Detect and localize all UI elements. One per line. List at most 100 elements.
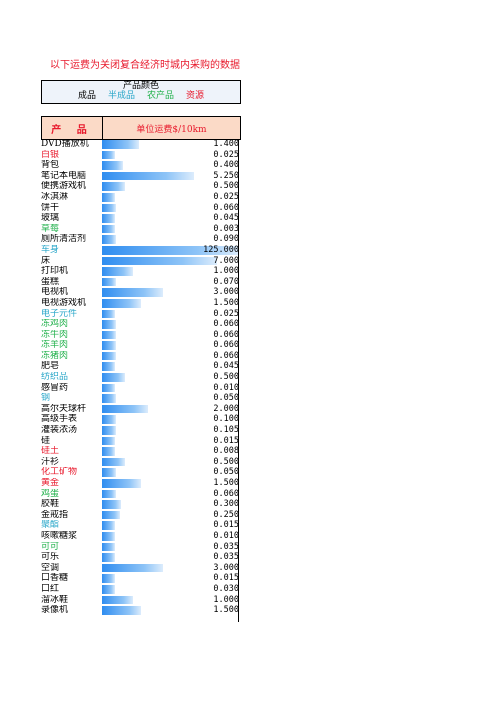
cost-data-bar bbox=[102, 563, 163, 573]
unit-cost-value: 0.060 bbox=[213, 329, 239, 340]
cost-data-bar bbox=[102, 415, 116, 425]
unit-cost-value: 0.035 bbox=[213, 541, 239, 552]
unit-cost-value: 0.400 bbox=[213, 160, 239, 171]
product-name: 录像机 bbox=[41, 605, 69, 616]
cost-data-bar bbox=[102, 320, 116, 329]
legend-header: 产品颜色 bbox=[122, 81, 159, 91]
table-row: DVD播放机 1.400 bbox=[41, 139, 239, 150]
cost-data-bar bbox=[102, 362, 116, 372]
cost-data-bar bbox=[102, 182, 125, 191]
table-row: 鸡蛋 0.060 bbox=[41, 489, 239, 500]
table-row: 电视游戏机 1.500 bbox=[41, 298, 239, 309]
product-name: 冰淇淋 bbox=[41, 191, 69, 202]
unit-cost-value: 0.300 bbox=[213, 499, 239, 510]
unit-cost-value: 0.070 bbox=[213, 276, 239, 287]
cost-data-bar bbox=[102, 330, 116, 340]
cost-data-bar bbox=[102, 426, 117, 435]
product-name: 口红 bbox=[41, 583, 60, 594]
cost-data-bar bbox=[102, 574, 116, 583]
product-name: 车身 bbox=[41, 244, 60, 255]
unit-cost-value: 0.050 bbox=[213, 393, 239, 404]
cost-data-bar bbox=[102, 373, 125, 382]
table-row: 电视机 3.000 bbox=[41, 287, 239, 298]
unit-cost-value: 0.015 bbox=[213, 520, 239, 531]
unit-cost-value: 0.050 bbox=[213, 467, 239, 478]
unit-cost-value: 3.000 bbox=[213, 287, 239, 298]
cost-data-bar bbox=[102, 161, 123, 170]
unit-cost-value: 0.015 bbox=[213, 435, 239, 446]
table-row: 肥皂 0.045 bbox=[41, 361, 239, 372]
product-name: 黄金 bbox=[41, 478, 60, 488]
table-row: 硅土 0.008 bbox=[41, 446, 239, 457]
table-row: 冻羊肉 0.060 bbox=[41, 340, 239, 351]
unit-cost-value: 3.000 bbox=[213, 562, 239, 573]
product-name: 化工矿物 bbox=[41, 467, 78, 478]
product-name: 胶鞋 bbox=[41, 499, 60, 510]
product-name: 聚酯 bbox=[41, 520, 60, 531]
cost-data-bar bbox=[102, 192, 116, 202]
table-row: 草莓 0.003 bbox=[41, 224, 239, 235]
product-name: 背包 bbox=[41, 160, 60, 171]
product-name: 床 bbox=[41, 255, 51, 266]
cost-data-bar bbox=[102, 542, 116, 552]
unit-cost-value: 0.500 bbox=[213, 456, 239, 467]
table-row: 口红 0.030 bbox=[41, 584, 239, 595]
unit-cost-value: 0.025 bbox=[213, 149, 239, 160]
table-row: 感冒药 0.010 bbox=[41, 383, 239, 394]
cost-data-bar bbox=[102, 150, 116, 160]
table-row: 背包 0.400 bbox=[41, 160, 239, 171]
header-unit-cost: 单位运费$/10km bbox=[136, 124, 207, 135]
product-name: DVD播放机 bbox=[41, 139, 89, 149]
product-name: 打印机 bbox=[41, 266, 69, 277]
product-name: 空调 bbox=[41, 562, 60, 573]
table-row: 金戒指 0.250 bbox=[41, 510, 239, 521]
cost-data-bar bbox=[102, 235, 116, 244]
product-name: 冻牛肉 bbox=[41, 329, 69, 340]
product-name: 灌装浓汤 bbox=[41, 425, 78, 436]
cost-data-bar bbox=[102, 553, 116, 562]
unit-cost-value: 0.045 bbox=[213, 361, 239, 372]
table-row: 化工矿物 0.050 bbox=[41, 467, 239, 478]
product-name: 玻璃 bbox=[41, 213, 60, 224]
table-row: 可可 0.035 bbox=[41, 542, 239, 553]
product-name: 便携游戏机 bbox=[41, 181, 87, 192]
unit-cost-value: 1.000 bbox=[213, 594, 239, 605]
header-product: 产 品 bbox=[42, 117, 103, 139]
cost-data-bar bbox=[102, 457, 125, 467]
product-name: 白银 bbox=[41, 149, 60, 160]
cost-data-bar bbox=[102, 245, 239, 255]
cost-data-bar bbox=[102, 351, 116, 361]
table-right-border bbox=[238, 139, 239, 622]
product-name: 溜冰鞋 bbox=[41, 594, 69, 605]
table-row: 厕所清洁剂 0.090 bbox=[41, 234, 239, 245]
unit-cost-value: 0.008 bbox=[213, 446, 239, 457]
product-name: 笔记本电脑 bbox=[41, 170, 87, 181]
table-row: 打印机 1.000 bbox=[41, 266, 239, 277]
table-row: 咳嗽糖浆 0.010 bbox=[41, 531, 239, 542]
unit-cost-value: 0.060 bbox=[213, 202, 239, 213]
cost-data-bar bbox=[102, 500, 121, 509]
unit-cost-value: 0.250 bbox=[213, 509, 239, 520]
unit-cost-value: 0.035 bbox=[213, 552, 239, 563]
table-row: 硅 0.015 bbox=[41, 436, 239, 447]
table-row: 汗衫 0.500 bbox=[41, 457, 239, 468]
cost-data-bar bbox=[102, 595, 133, 605]
table-row: 便携游戏机 0.500 bbox=[41, 181, 239, 192]
table-header: 产 品 单位运费$/10km bbox=[41, 116, 241, 140]
table-row: 笔记本电脑 5.250 bbox=[41, 171, 239, 182]
table-row: 录像机 1.500 bbox=[41, 605, 239, 616]
product-name: 厕所清洁剂 bbox=[41, 234, 87, 245]
unit-cost-value: 1.500 bbox=[213, 297, 239, 308]
unit-cost-value: 0.090 bbox=[213, 234, 239, 245]
cost-data-bar bbox=[102, 584, 116, 594]
product-name: 电视游戏机 bbox=[41, 297, 87, 308]
unit-cost-value: 1.400 bbox=[213, 139, 239, 149]
table-row: 车身 125.000 bbox=[41, 245, 239, 256]
product-name: 冻猪肉 bbox=[41, 350, 69, 361]
unit-cost-value: 0.003 bbox=[213, 223, 239, 234]
unit-cost-value: 0.015 bbox=[213, 573, 239, 584]
unit-cost-value: 0.060 bbox=[213, 319, 239, 330]
product-name: 肥皂 bbox=[41, 361, 60, 372]
product-name: 硅 bbox=[41, 435, 51, 446]
table-row: 口香糖 0.015 bbox=[41, 573, 239, 584]
